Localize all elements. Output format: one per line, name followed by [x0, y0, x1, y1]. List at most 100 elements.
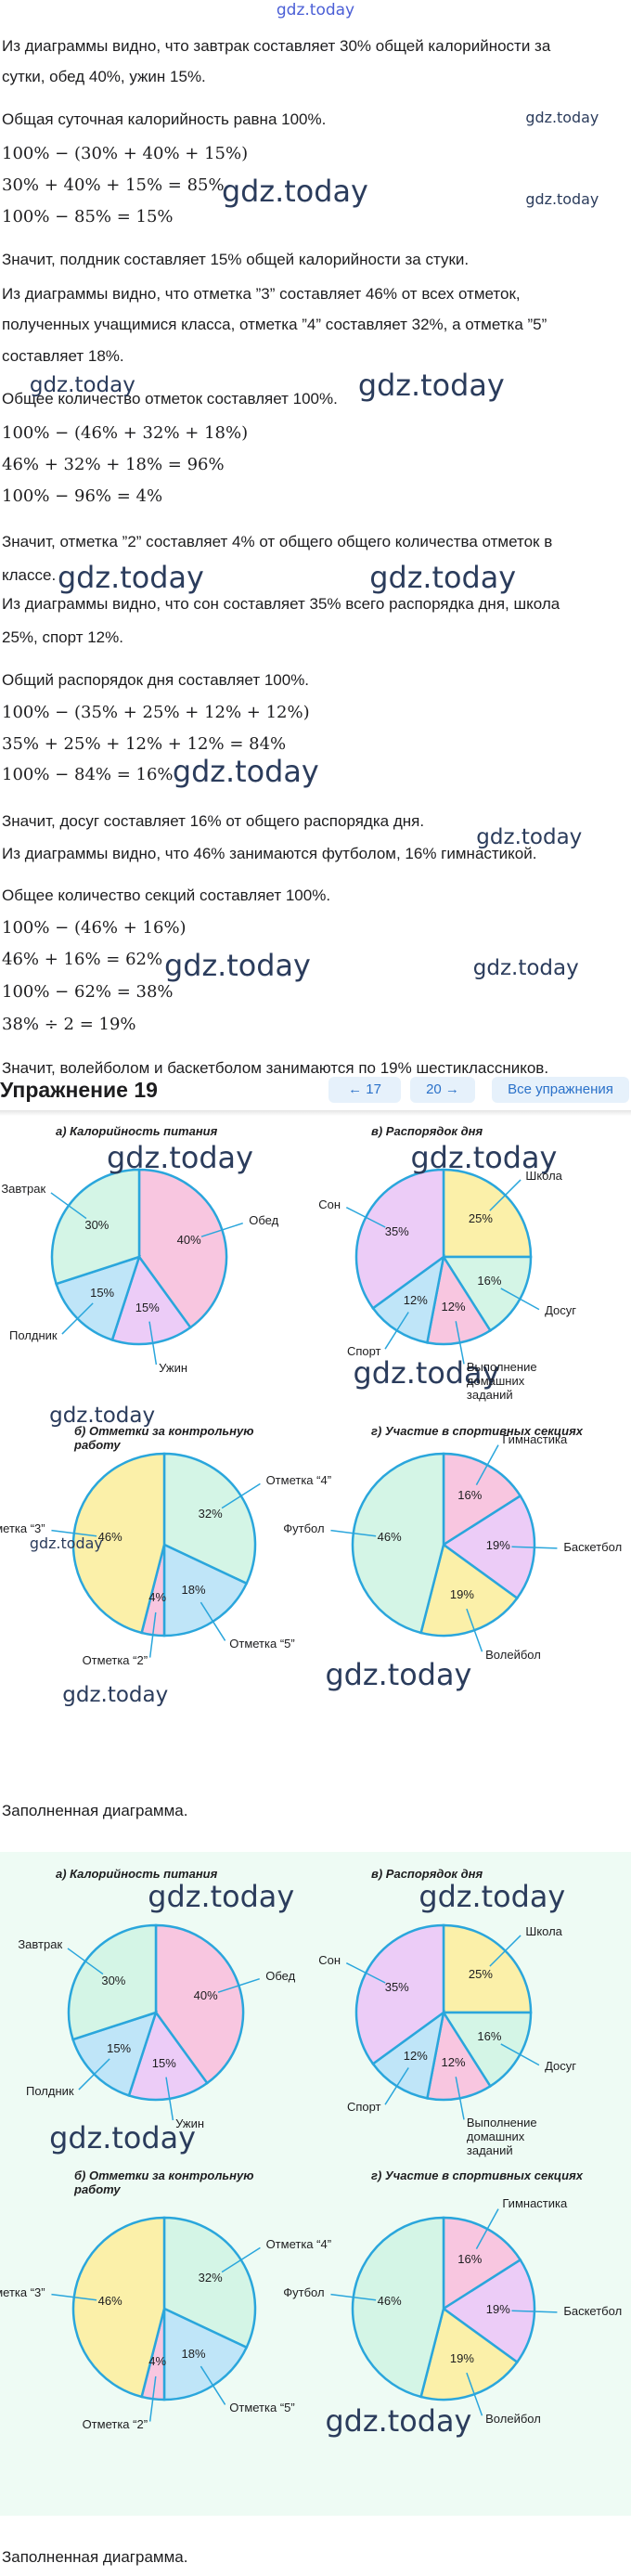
- watermark: gdz.today: [221, 173, 368, 209]
- watermark: gdz.today: [164, 947, 311, 983]
- category-label: Ужин: [159, 1360, 188, 1375]
- all-exercises-button[interactable]: Все упражнения: [492, 1077, 629, 1103]
- slice-value-label: 46%: [377, 1529, 402, 1544]
- leader-line: [61, 1302, 94, 1335]
- watermark: gdz.today: [29, 373, 135, 398]
- slice-value-label: 46%: [97, 2293, 122, 2308]
- slice-value-label: 15%: [107, 2040, 132, 2055]
- solution-line: Из диаграммы видно, что завтрак составля…: [2, 36, 551, 55]
- chart-title: в) Распорядок дня: [371, 1867, 483, 1881]
- leader-line: [51, 2293, 97, 2301]
- category-label: Футбол: [283, 1521, 325, 1536]
- leader-line: [455, 1321, 465, 1365]
- category-label: Отметка “4”: [265, 1472, 332, 1487]
- solution-line: 100% − (46% + 32% + 18%): [2, 423, 249, 444]
- category-label: Выполнение домашних заданий: [466, 2116, 537, 2157]
- slice-value-label: 16%: [457, 2252, 483, 2267]
- slice-value-label: 15%: [135, 1300, 160, 1314]
- solution-line: 100% − 62% = 38%: [2, 982, 174, 1003]
- solution-line: Общая суточная калорийность равна 100%.: [2, 110, 327, 129]
- leader-line: [217, 1977, 260, 1993]
- category-label: Сон: [318, 1197, 341, 1211]
- chart-title: б) Отметки за контрольную работу: [74, 2168, 254, 2196]
- solution-line: 100% − (30% + 40% + 15%): [2, 144, 249, 164]
- caption: Заполненная диаграмма.: [2, 2548, 188, 2566]
- slice-value-label: 19%: [485, 2301, 510, 2316]
- slice-value-label: 32%: [198, 2271, 223, 2285]
- category-label: Отметка “4”: [265, 2236, 332, 2251]
- solution-line: Из диаграммы видно, что 46% занимаются ф…: [2, 845, 537, 863]
- site-logo[interactable]: gdz.today: [276, 1, 355, 19]
- slice-value-label: 46%: [377, 2293, 402, 2308]
- slice-value-label: 16%: [477, 2029, 502, 2044]
- slice-value-label: 16%: [457, 1488, 483, 1503]
- next-button[interactable]: 20 →: [410, 1077, 475, 1103]
- slice-value-label: 35%: [384, 1224, 409, 1239]
- solution-line: 35% + 25% + 12% + 12% = 84%: [2, 733, 287, 754]
- solution-line: Из диаграммы видно, что сон составляет 3…: [2, 595, 560, 614]
- category-label: Школа: [525, 1923, 562, 1938]
- leader-line: [345, 1206, 386, 1228]
- slice-value-label: 16%: [477, 1274, 502, 1288]
- leader-line: [384, 2067, 409, 2105]
- slice-value-label: 15%: [90, 1285, 115, 1300]
- leader-line: [200, 1601, 226, 1641]
- solution-line: 38% ÷ 2 = 19%: [2, 1015, 136, 1035]
- leader-line: [489, 1179, 522, 1211]
- solution-line: 46% + 32% + 18% = 96%: [2, 454, 225, 474]
- watermark: gdz.today: [353, 1354, 500, 1391]
- solution-line: Из диаграммы видно, что отметка ”3” сост…: [2, 284, 521, 303]
- watermark: gdz.today: [57, 559, 204, 595]
- slice-value-label: 12%: [441, 1300, 466, 1314]
- slice-value-label: 12%: [403, 1292, 428, 1307]
- category-label: Отметка “5”: [229, 1636, 295, 1650]
- leader-line: [200, 2365, 226, 2405]
- watermark: gdz.today: [49, 2120, 196, 2156]
- category-label: Волейбол: [485, 1647, 541, 1662]
- category-label: Обед: [249, 1213, 279, 1228]
- solution-line: Значит, полдник составляет 15% общей кал…: [2, 250, 470, 268]
- category-label: Завтрак: [18, 1937, 63, 1952]
- watermark: gdz.today: [525, 190, 599, 209]
- watermark: gdz.today: [325, 1657, 472, 1693]
- slice-value-label: 32%: [198, 1507, 223, 1521]
- solution-line: сутки, обед 40%, ужин 15%.: [2, 68, 206, 86]
- leader-line: [330, 2293, 377, 2301]
- solution-line: 46% + 16% = 62%: [2, 949, 163, 969]
- slice-value-label: 19%: [449, 2351, 474, 2366]
- watermark: gdz.today: [472, 956, 579, 981]
- category-label: Отметка “2”: [82, 2417, 148, 2432]
- leader-line: [489, 1935, 522, 1967]
- prev-button[interactable]: ← 17: [328, 1077, 401, 1103]
- slice-value-label: 40%: [193, 1987, 218, 2002]
- category-label: Сон: [318, 1952, 341, 1967]
- solution-line: Общее количество отметок составляет 100%…: [2, 390, 338, 408]
- leader-line: [221, 2246, 261, 2273]
- watermark: gdz.today: [172, 753, 319, 789]
- watermark: gdz.today: [325, 2402, 472, 2439]
- solution-line: 25%, спорт 12%.: [2, 628, 123, 646]
- slice-value-label: 15%: [151, 2055, 176, 2070]
- category-label: Обед: [265, 1969, 296, 1984]
- slice-value-label: 35%: [384, 1980, 409, 1995]
- slice-value-label: 12%: [441, 2055, 466, 2070]
- leader-line: [330, 1529, 377, 1537]
- solution-line: Значит, досуг составляет 16% от общего р…: [2, 812, 425, 830]
- leader-line: [148, 1612, 157, 1658]
- leader-line: [148, 1321, 158, 1366]
- slice-value-label: 25%: [468, 1967, 493, 1982]
- category-label: Досуг: [545, 1302, 576, 1317]
- solution-line: Общий распорядок дня составляет 100%.: [2, 670, 310, 689]
- solution-line: Значит, волейболом и баскетболом занимаю…: [2, 1058, 549, 1077]
- leader-line: [51, 1529, 97, 1537]
- leader-line: [221, 1482, 261, 1509]
- slice-value-label: 19%: [485, 1537, 510, 1552]
- leader-line: [50, 1192, 87, 1220]
- category-label: Завтрак: [1, 1182, 46, 1197]
- leader-line: [500, 1288, 540, 1311]
- category-label: Школа: [525, 1168, 562, 1183]
- category-label: Гимнастика: [502, 1432, 568, 1447]
- solution-line: 100% − (35% + 25% + 12% + 12%): [2, 703, 310, 723]
